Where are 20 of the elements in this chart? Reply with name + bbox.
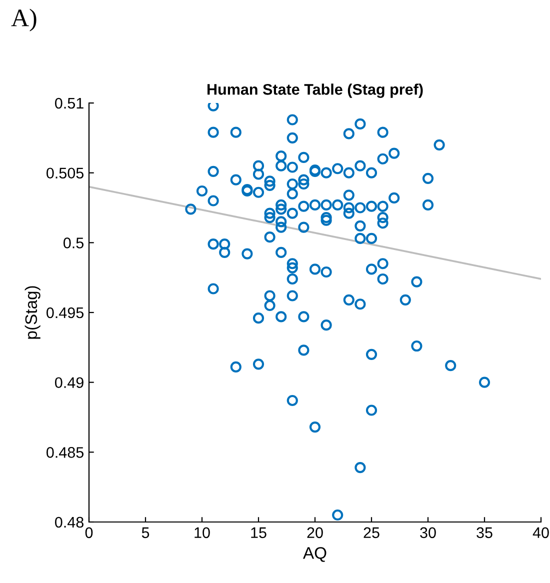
y-tick-label: 0.51: [55, 98, 84, 109]
x-tick-label: 25: [364, 527, 380, 538]
x-tick-label: 20: [307, 527, 323, 538]
y-tick-label: 0.505: [46, 168, 84, 179]
x-tick-label: 30: [420, 527, 436, 538]
x-tick-label: 0: [85, 527, 93, 538]
x-tick-label: 10: [194, 527, 210, 538]
y-tick-label: 0.48: [55, 516, 84, 528]
text: A): [11, 8, 36, 32]
y-tick-label: 0.49: [55, 377, 84, 388]
chart-title: Human State Table (Stag pref): [208, 84, 423, 98]
y-tick-label: 0.495: [46, 307, 84, 318]
y-axis-title: p(Stag): [24, 286, 40, 339]
x-axis-title: AQ: [302, 547, 326, 562]
x-tick-label: 40: [532, 527, 549, 538]
y-tick-label: 0.5: [64, 238, 84, 248]
x-tick-label: 35: [476, 527, 492, 538]
x-tick-label: 5: [142, 527, 150, 538]
y-tick-label: 0.485: [46, 447, 84, 458]
x-tick-label: 15: [251, 527, 266, 538]
